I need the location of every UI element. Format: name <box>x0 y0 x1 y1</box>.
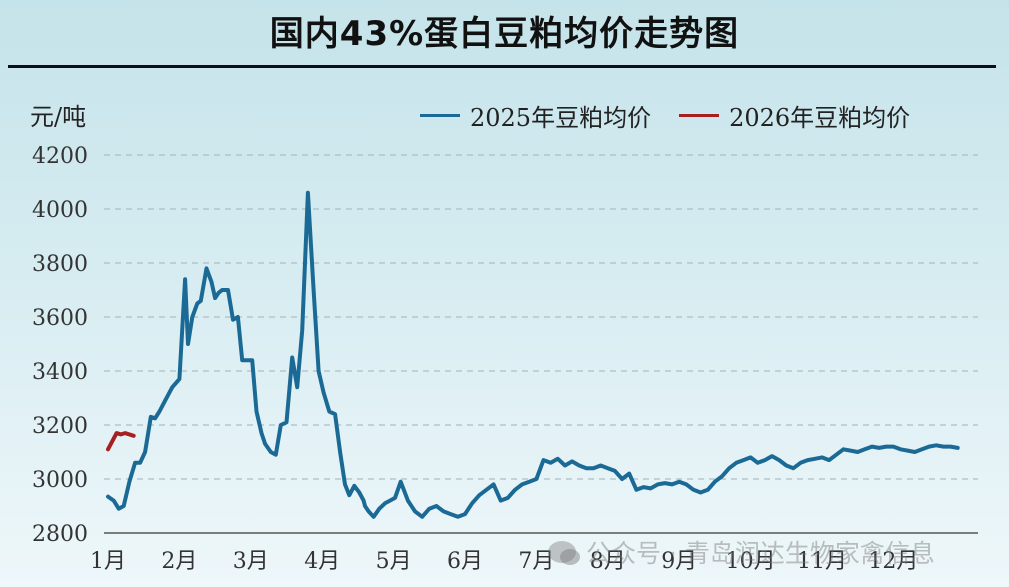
y-tick-label: 2800 <box>32 522 88 547</box>
y-tick-label: 3200 <box>32 414 88 439</box>
x-tick-label: 2月 <box>161 549 197 574</box>
y-tick-label: 3600 <box>32 306 88 331</box>
x-tick-label: 12月 <box>868 549 918 574</box>
wechat-icon <box>548 541 580 565</box>
watermark-text: 公众号 · 青岛润达生物家禽信息 <box>586 539 935 568</box>
x-tick-label: 11月 <box>797 549 847 574</box>
x-tick-label: 10月 <box>726 549 776 574</box>
y-axis-ticks: 4200 4000 3800 3600 3400 3200 3000 2800 <box>32 144 88 547</box>
x-axis-ticks: 1月 2月 3月 4月 5月 6月 7月 8月 9月 10月 11月 12月 <box>90 549 918 574</box>
y-axis-unit-label: 元/吨 <box>30 103 87 131</box>
series-2025-line <box>106 190 960 519</box>
series-2026-line <box>106 431 136 452</box>
x-tick-label: 5月 <box>376 549 412 574</box>
legend-item-2026: 2026年豆粕均价 <box>679 98 910 133</box>
x-tick-label: 4月 <box>304 549 340 574</box>
data-series <box>106 190 960 519</box>
x-tick-label: 3月 <box>233 549 269 574</box>
y-tick-label: 3000 <box>32 468 88 493</box>
x-tick-label: 1月 <box>90 549 126 574</box>
y-tick-label: 3800 <box>32 252 88 277</box>
gridlines <box>104 154 978 480</box>
watermark: 公众号 · 青岛润达生物家禽信息 <box>548 534 935 570</box>
legend-item-2025: 2025年豆粕均价 <box>420 98 651 133</box>
legend-swatch-red-icon <box>679 114 720 117</box>
legend-label-2025: 2025年豆粕均价 <box>470 104 652 132</box>
x-tick-label: 7月 <box>518 549 554 574</box>
y-tick-label: 4000 <box>32 198 88 223</box>
x-tick-label: 6月 <box>447 549 483 574</box>
chart-title: 国内43%蛋白豆粕均价走势图 <box>269 14 740 54</box>
legend-swatch-blue-icon <box>420 114 460 117</box>
y-tick-label: 4200 <box>32 144 88 169</box>
title-divider <box>8 65 996 68</box>
chart-legend: 2025年豆粕均价 2026年豆粕均价 <box>420 98 938 133</box>
x-tick-label: 9月 <box>661 549 697 574</box>
x-tick-label: 8月 <box>590 549 626 574</box>
legend-label-2026: 2026年豆粕均价 <box>729 104 911 132</box>
y-tick-label: 3400 <box>32 360 88 385</box>
